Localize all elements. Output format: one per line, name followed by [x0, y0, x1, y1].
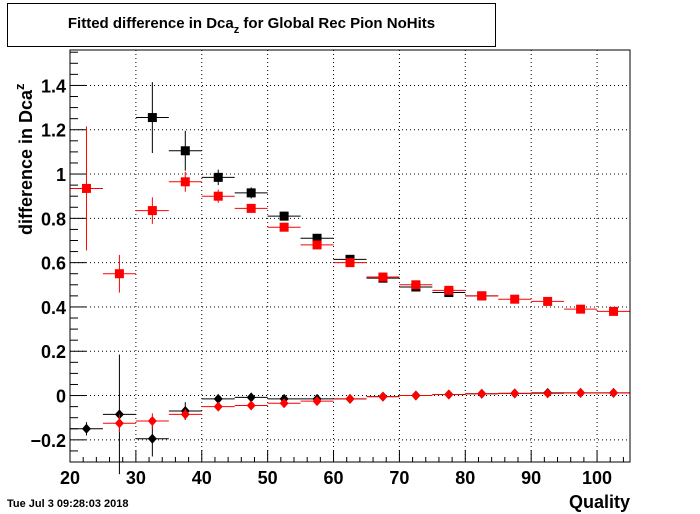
series-3	[102, 387, 630, 433]
y-tick-label: 1	[56, 165, 66, 185]
x-tick-label: 40	[192, 468, 212, 488]
x-tick-label: 30	[126, 468, 146, 488]
data-point-square	[213, 172, 223, 182]
data-point-diamond	[147, 433, 157, 444]
data-point-diamond	[213, 393, 223, 404]
y-tick-label: 0	[56, 387, 66, 407]
x-tick-labels: 20 30 40 50 60 70 80 90 100	[60, 468, 612, 488]
axis-ticks	[69, 51, 624, 462]
data-point-square	[114, 269, 124, 279]
data-point-diamond	[444, 389, 454, 400]
x-tick-label: 80	[455, 468, 475, 488]
data-point-square	[444, 285, 454, 295]
data-series	[70, 82, 630, 475]
data-point-diamond	[246, 400, 256, 411]
y-axis-label: difference in Dcaz	[12, 83, 36, 235]
x-tick-label: 60	[324, 468, 344, 488]
data-point-diamond	[114, 418, 124, 429]
series-2	[70, 354, 630, 475]
data-point-square	[510, 294, 520, 304]
data-point-diamond	[609, 387, 619, 398]
data-point-square	[246, 188, 256, 198]
data-point-diamond	[510, 388, 520, 399]
data-point-diamond	[576, 387, 586, 398]
data-point-diamond	[543, 388, 553, 399]
data-point-diamond	[345, 393, 355, 404]
data-point-square	[81, 183, 91, 193]
data-point-square	[279, 222, 289, 232]
data-point-square	[312, 233, 322, 243]
data-point-diamond	[147, 416, 157, 427]
data-point-diamond	[246, 392, 256, 403]
x-tick-label: 90	[521, 468, 541, 488]
data-point-diamond	[81, 423, 91, 434]
data-point-diamond	[378, 391, 388, 402]
data-point-square	[180, 177, 190, 187]
y-tick-label: 1.4	[41, 76, 66, 96]
x-axis-label: Quality	[568, 492, 630, 512]
timestamp: Tue Jul 3 09:28:03 2018	[7, 498, 129, 510]
data-point-square	[213, 191, 223, 201]
y-tick-label: 0.2	[41, 342, 66, 362]
data-point-diamond	[411, 390, 421, 401]
data-point-square	[147, 206, 157, 216]
data-point-square	[279, 211, 289, 221]
data-point-diamond	[279, 398, 289, 409]
data-point-square	[312, 240, 322, 250]
data-point-diamond	[477, 388, 487, 399]
series-0	[135, 82, 499, 301]
data-point-square	[378, 272, 388, 282]
y-tick-label: 0.6	[41, 254, 66, 274]
y-tick-label: 1.2	[41, 121, 66, 141]
data-point-square	[609, 306, 619, 316]
data-point-square	[246, 203, 256, 213]
data-point-square	[345, 258, 355, 268]
data-point-diamond	[180, 409, 190, 420]
x-tick-label: 50	[258, 468, 278, 488]
data-point-square	[411, 280, 421, 290]
data-point-diamond	[213, 401, 223, 412]
y-tick-labels: −0.2 0 0.2 0.4 0.6 0.8 1 1.2 1.4	[30, 76, 66, 450]
y-tick-label: −0.2	[30, 431, 66, 451]
data-point-square	[147, 113, 157, 123]
data-point-diamond	[312, 396, 322, 407]
data-point-square	[543, 296, 553, 306]
data-point-square	[477, 291, 487, 301]
title-box: Fitted difference in Dcaz for Global Rec…	[7, 3, 496, 47]
y-tick-label: 0.4	[41, 298, 66, 318]
plot-frame	[69, 49, 631, 463]
chart-title: Fitted difference in Dcaz for Global Rec…	[67, 15, 436, 36]
series-1	[70, 126, 630, 316]
x-tick-label: 100	[582, 468, 612, 488]
y-tick-label: 0.8	[41, 209, 66, 229]
x-tick-label: 20	[60, 468, 80, 488]
x-tick-label: 70	[389, 468, 409, 488]
data-point-square	[180, 146, 190, 156]
data-point-square	[576, 304, 586, 314]
